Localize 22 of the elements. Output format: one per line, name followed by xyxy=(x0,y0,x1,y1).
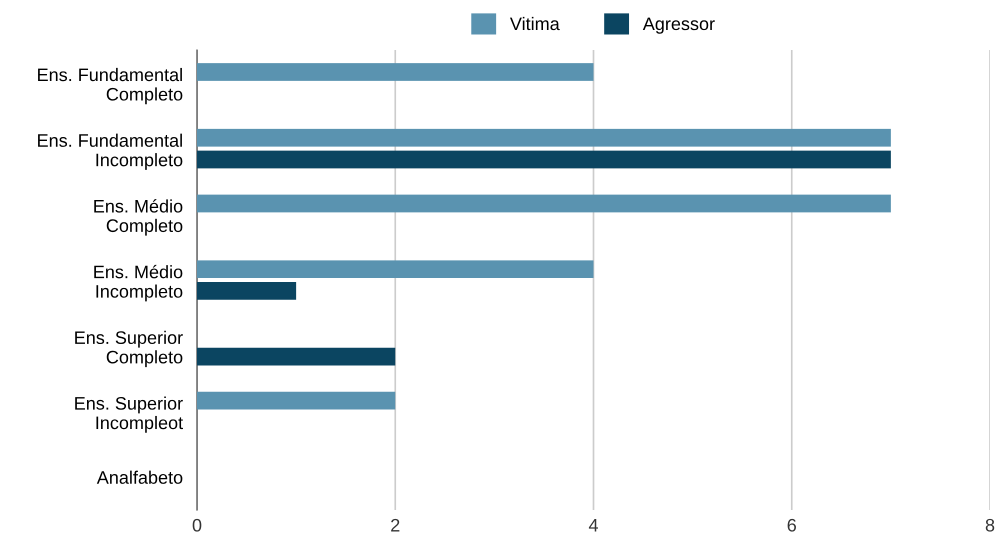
x-tick-label: 6 xyxy=(788,518,796,532)
y-tick-label: Ens. Superior Completo xyxy=(75,330,183,368)
bar xyxy=(197,150,891,168)
y-tick-label: Ens. Superior Incompleot xyxy=(75,396,183,433)
x-tick-label: 0 xyxy=(192,518,202,532)
bar xyxy=(197,194,891,212)
bar xyxy=(197,348,396,366)
bar xyxy=(197,282,296,300)
y-tick-label: Ens. Médio Completo xyxy=(94,199,182,236)
y-tick-label: Ens. Fundamental Incompleto xyxy=(38,134,182,170)
x-tick-label: 4 xyxy=(588,519,598,532)
y-tick-label: Ens. Médio Incompleto xyxy=(94,264,182,302)
bar xyxy=(197,392,396,410)
y-tick-label: Analfabeto xyxy=(96,470,182,484)
x-tick-label: 2 xyxy=(391,518,400,532)
y-tick-label: Ens. Fundamental Completo xyxy=(38,68,182,104)
legend-label: Agressor xyxy=(642,18,715,34)
bar xyxy=(197,128,891,147)
bar xyxy=(197,260,594,278)
x-tick-label: 8 xyxy=(986,518,994,532)
legend-label: Vitima xyxy=(510,16,560,30)
bar xyxy=(197,63,594,81)
